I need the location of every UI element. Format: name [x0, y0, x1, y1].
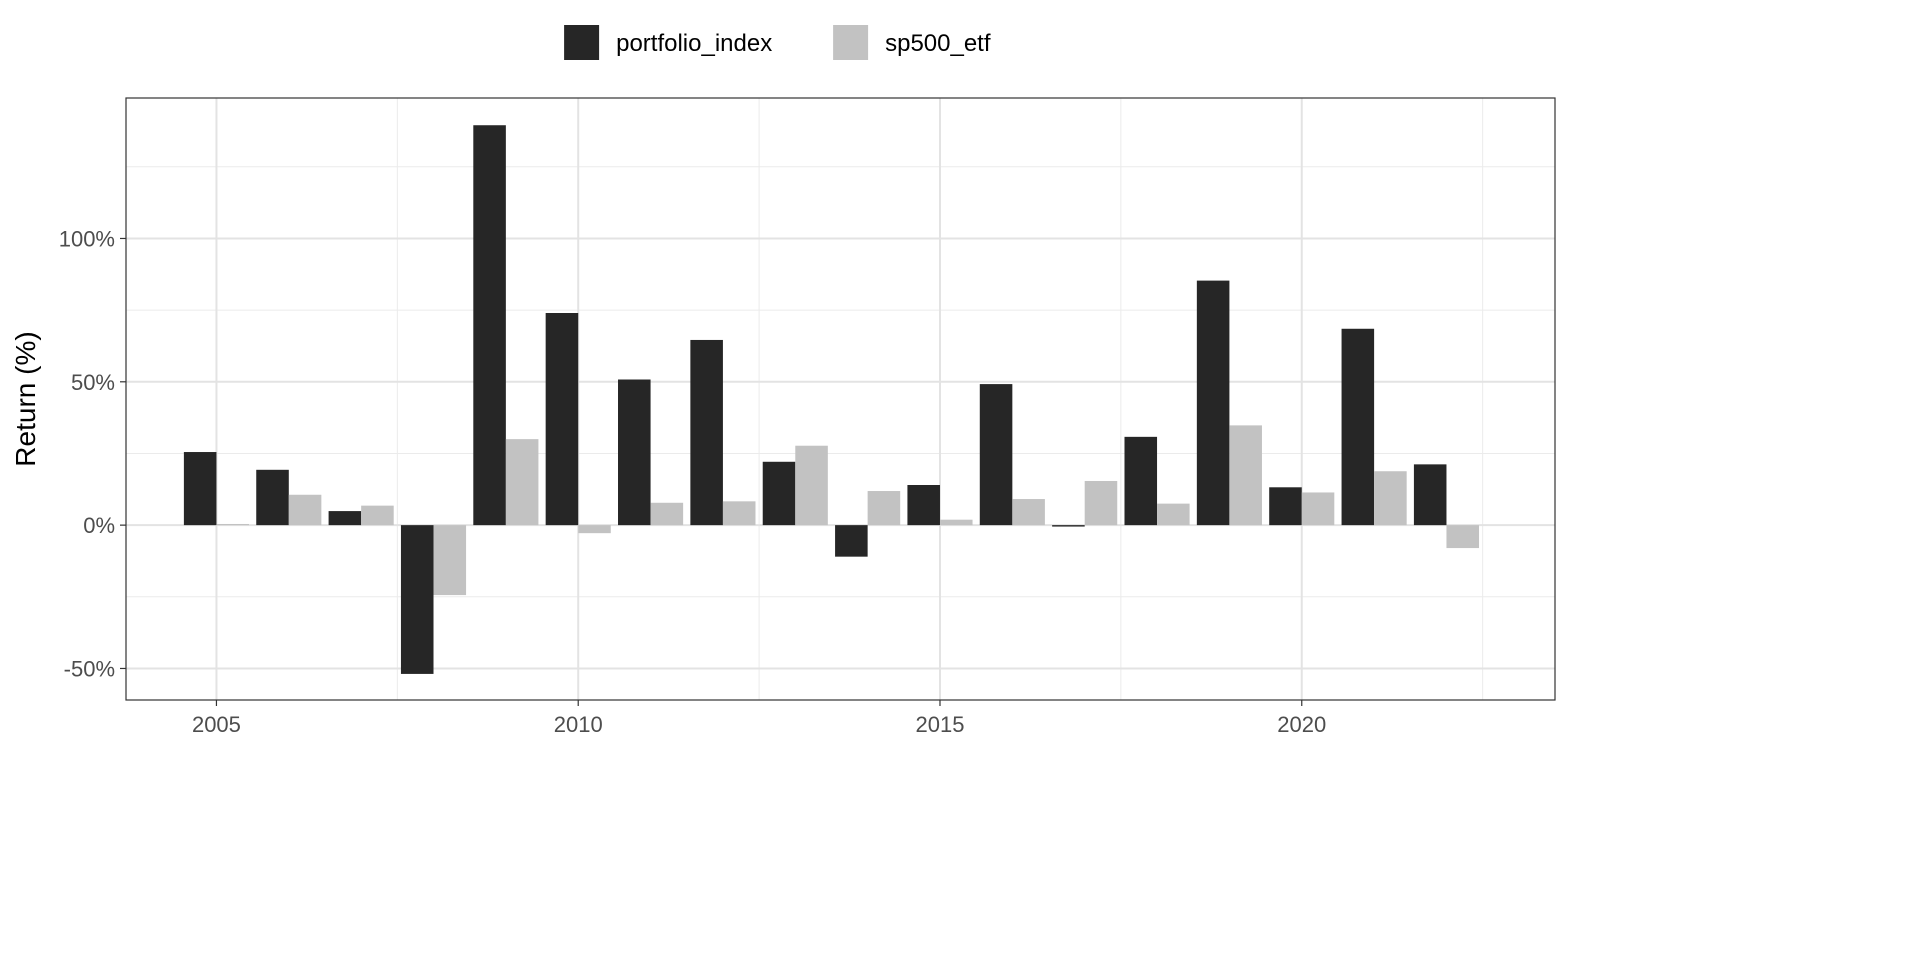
y-tick-label: 100%	[59, 226, 115, 251]
bar-portfolio_index-2019	[1196, 280, 1230, 526]
x-tick-label: 2010	[554, 712, 603, 737]
bar-sp500_etf-2018	[1157, 503, 1190, 526]
bar-portfolio_index-2020	[1269, 487, 1302, 526]
series-sp500_etf	[216, 425, 1480, 596]
chart-svg: portfolio_index sp500_etf -50% 0% 50% 100% 2…	[10, 25, 1556, 737]
bar-sp500_etf-2006	[288, 494, 322, 526]
bar-portfolio_index-2021	[1341, 328, 1375, 526]
x-tick-label: 2020	[1277, 712, 1326, 737]
legend-item-sp500_etf: sp500_etf	[833, 25, 991, 60]
bar-sp500_etf-2020	[1301, 492, 1335, 526]
bar-portfolio_index-2008	[400, 525, 434, 674]
bar-portfolio_index-2006	[256, 469, 289, 526]
legend-label: portfolio_index	[616, 30, 772, 57]
bar-portfolio_index-2016	[979, 384, 1013, 526]
bar-sp500_etf-2015	[939, 519, 973, 526]
bar-portfolio_index-2013	[762, 461, 796, 526]
legend-label: sp500_etf	[885, 30, 991, 57]
bar-sp500_etf-2009	[505, 439, 539, 526]
bar-sp500_etf-2008	[433, 525, 467, 596]
x-axis: 2005 2010 2015 2020	[192, 700, 1326, 737]
bar-sp500_etf-2005	[216, 523, 250, 526]
y-axis-title: Return (%)	[10, 331, 41, 466]
bar-portfolio_index-2010	[545, 313, 579, 526]
y-tick-label: -50%	[64, 656, 115, 681]
legend-key	[564, 25, 600, 60]
bar-portfolio_index-2012	[690, 339, 723, 526]
plot-panel	[126, 98, 1555, 700]
bar-sp500_etf-2013	[795, 445, 828, 526]
bar-portfolio_index-2005	[183, 452, 217, 526]
minor-grid	[126, 98, 1555, 700]
bar-sp500_etf-2017	[1084, 480, 1118, 526]
y-tick-label: 0%	[83, 513, 115, 538]
bar-sp500_etf-2019	[1229, 425, 1262, 526]
legend: portfolio_index sp500_etf	[564, 25, 991, 60]
bar-sp500_etf-2022	[1446, 525, 1480, 549]
x-tick-label: 2005	[192, 712, 241, 737]
bar-sp500_etf-2016	[1012, 499, 1045, 526]
bar-portfolio_index-2018	[1124, 436, 1158, 526]
bar-portfolio_index-2022	[1413, 464, 1447, 526]
bar-sp500_etf-2012	[722, 501, 756, 526]
y-axis: -50% 0% 50% 100%	[59, 226, 126, 681]
chart-container: portfolio_index sp500_etf -50% 0% 50% 100% 2…	[10, 25, 1556, 737]
bar-sp500_etf-2007	[361, 505, 394, 526]
legend-item-portfolio_index: portfolio_index	[564, 25, 772, 60]
bar-portfolio_index-2009	[473, 125, 506, 526]
bar-portfolio_index-2011	[618, 379, 651, 526]
bar-sp500_etf-2021	[1374, 471, 1407, 526]
bar-sp500_etf-2014	[867, 491, 901, 526]
bar-portfolio_index-2014	[835, 525, 868, 557]
y-tick-label: 50%	[71, 370, 115, 395]
x-tick-label: 2015	[916, 712, 965, 737]
legend-key	[833, 25, 869, 60]
bar-portfolio_index-2017	[1052, 525, 1085, 527]
bars	[183, 125, 1480, 674]
series-portfolio_index	[183, 125, 1447, 674]
bar-portfolio_index-2007	[328, 511, 362, 526]
bar-sp500_etf-2011	[650, 502, 684, 526]
bar-portfolio_index-2015	[907, 485, 940, 526]
bar-sp500_etf-2010	[578, 525, 611, 534]
plot-border	[125, 97, 1556, 701]
